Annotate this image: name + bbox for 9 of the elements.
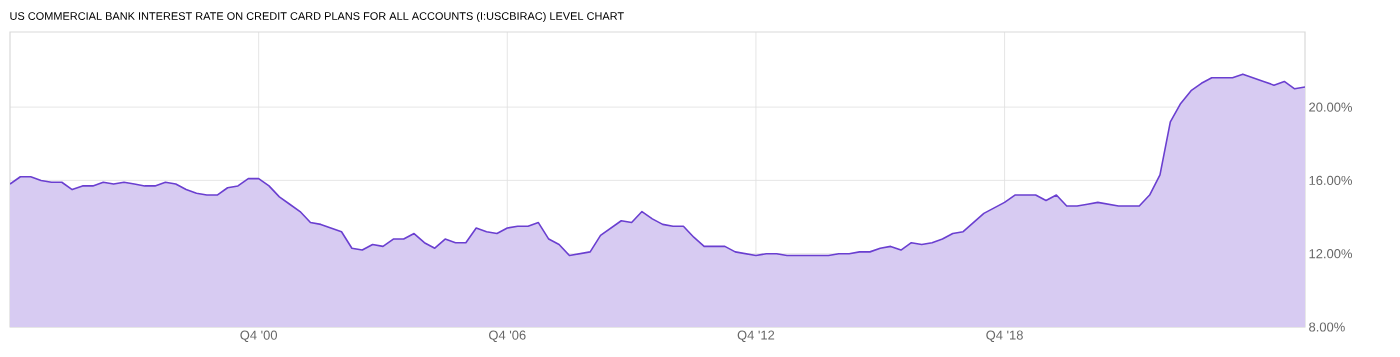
chart-title: US COMMERCIAL BANK INTEREST RATE ON CREDIT CARD PLANS FOR ALL ACCOUNTS (I:USCBIRAC) LEVEL CHART <box>10 11 624 23</box>
x-tick-label: Q4 '06 <box>489 330 526 343</box>
x-tick-label: Q4 '18 <box>986 330 1023 343</box>
y-tick-label: 16.00% <box>1309 175 1352 185</box>
y-tick-label: 20.00% <box>1309 102 1352 112</box>
x-tick-label: Q4 '00 <box>240 330 278 343</box>
y-tick-label: 12.00% <box>1309 249 1352 259</box>
x-tick-label: Q4 '12 <box>737 330 775 343</box>
y-tick-label: 8.00% <box>1309 322 1345 332</box>
